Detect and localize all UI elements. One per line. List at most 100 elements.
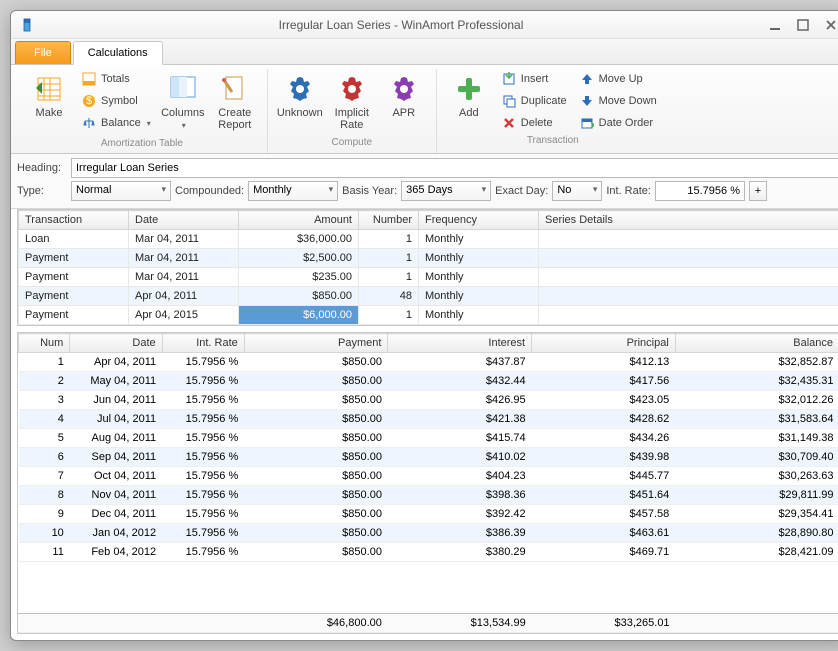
grid-cell[interactable]: $850.00 <box>244 505 388 524</box>
grid-cell[interactable]: Payment <box>19 287 129 306</box>
grid-cell[interactable]: $850.00 <box>244 524 388 543</box>
grid-cell[interactable]: 15.7956 % <box>162 429 244 448</box>
grid-cell[interactable]: $30,263.63 <box>675 467 838 486</box>
date-order-button[interactable]: Date Order <box>575 113 661 133</box>
grid-cell[interactable]: $437.87 <box>388 353 532 372</box>
grid-cell[interactable]: $32,852.87 <box>675 353 838 372</box>
grid-cell[interactable]: 15.7956 % <box>162 524 244 543</box>
grid-cell[interactable]: $398.36 <box>388 486 532 505</box>
grid-cell[interactable]: $463.61 <box>532 524 676 543</box>
grid-cell[interactable]: $36,000.00 <box>239 230 359 249</box>
calculations-tab[interactable]: Calculations <box>73 41 163 65</box>
grid-cell[interactable]: $410.02 <box>388 448 532 467</box>
grid-cell[interactable]: Jan 04, 2012 <box>70 524 162 543</box>
grid-cell[interactable]: Monthly <box>419 306 539 325</box>
grid-cell[interactable]: 5 <box>19 429 70 448</box>
grid-cell[interactable]: $850.00 <box>244 486 388 505</box>
grid-cell[interactable]: Payment <box>19 306 129 325</box>
grid-cell[interactable] <box>539 287 838 306</box>
make-button[interactable]: Make <box>25 69 73 123</box>
grid-cell[interactable]: $457.58 <box>532 505 676 524</box>
grid-cell[interactable]: 1 <box>19 353 70 372</box>
add-button[interactable]: Add <box>445 69 493 123</box>
grid-cell[interactable]: 11 <box>19 543 70 562</box>
basis-year-select[interactable]: 365 Days <box>401 181 491 201</box>
grid-cell[interactable]: $850.00 <box>244 391 388 410</box>
totals-button[interactable]: Totals <box>77 69 155 89</box>
grid-cell[interactable]: 1 <box>359 230 419 249</box>
column-header[interactable]: Num <box>19 334 70 353</box>
grid-cell[interactable]: Jul 04, 2011 <box>70 410 162 429</box>
grid-cell[interactable]: $469.71 <box>532 543 676 562</box>
grid-cell[interactable]: $380.29 <box>388 543 532 562</box>
grid-cell[interactable]: 4 <box>19 410 70 429</box>
grid-cell[interactable]: $850.00 <box>239 287 359 306</box>
heading-input[interactable] <box>71 158 838 178</box>
grid-cell[interactable]: $850.00 <box>244 353 388 372</box>
compounded-select[interactable]: Monthly <box>248 181 338 201</box>
column-header[interactable]: Transaction <box>19 211 129 230</box>
unknown-button[interactable]: Unknown <box>276 69 324 123</box>
grid-cell[interactable]: May 04, 2011 <box>70 372 162 391</box>
grid-cell[interactable]: 15.7956 % <box>162 448 244 467</box>
grid-cell[interactable]: $6,000.00 <box>239 306 359 325</box>
schedule-grid[interactable]: NumDateInt. RatePaymentInterestPrincipal… <box>17 332 838 634</box>
grid-cell[interactable]: 1 <box>359 249 419 268</box>
grid-cell[interactable]: 7 <box>19 467 70 486</box>
grid-cell[interactable]: $30,709.40 <box>675 448 838 467</box>
insert-button[interactable]: Insert <box>497 69 571 89</box>
grid-cell[interactable]: $28,421.09 <box>675 543 838 562</box>
rate-add-button[interactable]: + <box>749 181 767 201</box>
grid-cell[interactable]: $392.42 <box>388 505 532 524</box>
grid-cell[interactable]: $439.98 <box>532 448 676 467</box>
grid-cell[interactable]: 15.7956 % <box>162 486 244 505</box>
grid-cell[interactable]: $235.00 <box>239 268 359 287</box>
duplicate-button[interactable]: Duplicate <box>497 91 571 111</box>
grid-cell[interactable]: 10 <box>19 524 70 543</box>
grid-cell[interactable]: Dec 04, 2011 <box>70 505 162 524</box>
grid-cell[interactable]: $426.95 <box>388 391 532 410</box>
grid-cell[interactable]: 8 <box>19 486 70 505</box>
grid-cell[interactable]: $417.56 <box>532 372 676 391</box>
grid-cell[interactable]: Nov 04, 2011 <box>70 486 162 505</box>
grid-cell[interactable]: $850.00 <box>244 543 388 562</box>
grid-cell[interactable]: $32,435.31 <box>675 372 838 391</box>
grid-cell[interactable]: $386.39 <box>388 524 532 543</box>
grid-cell[interactable]: 15.7956 % <box>162 410 244 429</box>
grid-cell[interactable]: Jun 04, 2011 <box>70 391 162 410</box>
column-header[interactable]: Date <box>129 211 239 230</box>
column-header[interactable]: Series Details <box>539 211 838 230</box>
implicit-rate-button[interactable]: Implicit Rate <box>328 69 376 135</box>
column-header[interactable]: Frequency <box>419 211 539 230</box>
minimize-button[interactable] <box>767 17 783 33</box>
grid-cell[interactable]: $421.38 <box>388 410 532 429</box>
grid-cell[interactable]: $415.74 <box>388 429 532 448</box>
grid-cell[interactable]: $850.00 <box>244 467 388 486</box>
column-header[interactable]: Int. Rate <box>162 334 244 353</box>
grid-cell[interactable]: Monthly <box>419 287 539 306</box>
grid-cell[interactable]: 2 <box>19 372 70 391</box>
grid-cell[interactable]: Mar 04, 2011 <box>129 230 239 249</box>
file-tab[interactable]: File <box>15 41 71 64</box>
column-header[interactable]: Principal <box>532 334 676 353</box>
grid-cell[interactable]: $423.05 <box>532 391 676 410</box>
grid-cell[interactable]: $850.00 <box>244 410 388 429</box>
maximize-button[interactable] <box>795 17 811 33</box>
grid-cell[interactable]: $434.26 <box>532 429 676 448</box>
apr-button[interactable]: APR <box>380 69 428 123</box>
column-header[interactable]: Date <box>70 334 162 353</box>
grid-cell[interactable]: $432.44 <box>388 372 532 391</box>
column-header[interactable]: Payment <box>244 334 388 353</box>
grid-cell[interactable]: $2,500.00 <box>239 249 359 268</box>
grid-cell[interactable]: $404.23 <box>388 467 532 486</box>
grid-cell[interactable]: $445.77 <box>532 467 676 486</box>
grid-cell[interactable]: 15.7956 % <box>162 505 244 524</box>
create-report-button[interactable]: Create Report <box>211 69 259 135</box>
grid-cell[interactable]: 48 <box>359 287 419 306</box>
grid-cell[interactable]: 15.7956 % <box>162 467 244 486</box>
grid-cell[interactable]: $32,012.26 <box>675 391 838 410</box>
column-header[interactable]: Interest <box>388 334 532 353</box>
move-down-button[interactable]: Move Down <box>575 91 661 111</box>
grid-cell[interactable]: Sep 04, 2011 <box>70 448 162 467</box>
delete-button[interactable]: Delete <box>497 113 571 133</box>
